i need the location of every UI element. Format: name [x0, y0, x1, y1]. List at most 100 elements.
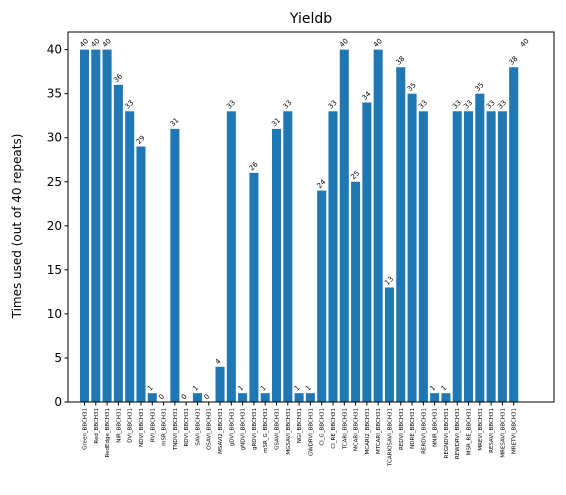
- data-label: 1: [259, 384, 268, 393]
- x-tick-label: NIR_BBCH31: [116, 408, 122, 443]
- x-tick-label: MREVI_BBCH31: [478, 408, 484, 451]
- data-label: 40: [101, 37, 113, 49]
- data-label: 33: [327, 99, 339, 111]
- bar: [328, 111, 338, 403]
- data-label: 1: [293, 384, 302, 393]
- y-tick-label: 25: [47, 175, 62, 189]
- x-tick-label: OSAVI_BBCH31: [207, 408, 213, 450]
- y-axis-label: Times used (out of 40 repeats): [10, 134, 24, 320]
- data-label: 1: [304, 384, 313, 393]
- data-label: 40: [78, 37, 90, 49]
- x-tick-label: RERDVI_BBCH31: [421, 408, 427, 454]
- bar: [283, 111, 293, 403]
- bar: [125, 111, 135, 403]
- x-tick-label: RDVI_BBCH31: [184, 408, 190, 447]
- x-tick-label: gNDVI_BBCH31: [241, 408, 247, 450]
- x-tick-label: MSAVI2_BBCH31: [218, 408, 224, 454]
- data-label: 1: [440, 384, 449, 393]
- data-label: 31: [169, 116, 181, 128]
- bar: [464, 111, 474, 403]
- data-label: 38: [507, 55, 519, 67]
- data-label: 1: [236, 384, 245, 393]
- data-label: 33: [451, 99, 463, 111]
- x-tick-label: SAVI_BBCH31: [195, 408, 201, 446]
- bar: [238, 393, 248, 402]
- bar: [351, 181, 361, 402]
- y-tick-label: 15: [47, 263, 62, 277]
- x-tick-label: CI_G_BBCH31: [320, 408, 326, 446]
- y-tick-label: 35: [47, 87, 62, 101]
- bar: [509, 67, 519, 402]
- bar: [102, 49, 112, 402]
- bar: [486, 111, 496, 403]
- y-tick-label: 40: [47, 43, 62, 57]
- bar: [452, 111, 462, 403]
- data-label: 4: [214, 357, 223, 366]
- x-tick-label: GSAVI_BBCH31: [275, 408, 281, 450]
- bar: [362, 102, 372, 402]
- y-tick-label: 20: [47, 219, 62, 233]
- x-tick-label: TNDVI_BBCH31: [173, 408, 179, 451]
- data-label: 1: [146, 384, 155, 393]
- bar: [430, 393, 440, 402]
- x-tick-label: MSR_RE_BBCH31: [467, 408, 473, 455]
- x-tick-label: MCARI_BBCH31: [354, 408, 360, 451]
- bar: [260, 393, 270, 402]
- bar: [79, 49, 90, 402]
- x-tick-label: MTCARI_BBCH31: [376, 408, 382, 454]
- data-label: 25: [349, 169, 361, 181]
- bar: [441, 393, 451, 402]
- data-label: 40: [90, 37, 102, 49]
- bar: [91, 49, 101, 402]
- x-tick-label: REWDRVI_BBCH31: [455, 408, 461, 459]
- x-tick-label: NDVI_BBCH31: [139, 408, 145, 447]
- data-label: 35: [406, 81, 418, 93]
- data-label: 38: [395, 55, 407, 67]
- bar: [215, 366, 225, 402]
- data-label: 31: [270, 116, 282, 128]
- x-tick-label: RESAVI_BBCH31: [489, 408, 495, 453]
- bar: [418, 111, 428, 403]
- x-tick-label: Green_BBCH31: [83, 408, 89, 450]
- x-tick-label: CI_RE_BBCH31: [331, 408, 337, 449]
- bar: [317, 190, 327, 402]
- data-label: 33: [496, 99, 508, 111]
- x-tick-label: mSR_G_BBCH31: [263, 408, 269, 453]
- x-tick-label: MCARI2_BBCH31: [365, 408, 371, 454]
- bar: [271, 128, 282, 402]
- y-tick-label: 0: [54, 395, 62, 409]
- x-tick-label: MRESAVI_BBCH31: [500, 408, 506, 458]
- data-label: 0: [157, 393, 166, 402]
- x-tick-label: gRDVI_BBCH31: [252, 408, 258, 450]
- x-tick-label: NDRE_BBCH31: [410, 408, 416, 449]
- bar: [475, 93, 485, 403]
- x-tick-label: MGSAVI_BBCH31: [286, 408, 292, 455]
- data-label: 33: [282, 99, 294, 111]
- y-tick-label: 5: [54, 351, 62, 365]
- bar: [497, 111, 507, 403]
- bar: [226, 111, 236, 403]
- data-label: 33: [225, 99, 237, 111]
- data-label: 0: [180, 393, 189, 402]
- data-label: 40: [519, 37, 531, 49]
- chart-title: Yieldb: [289, 11, 332, 27]
- data-label: 33: [485, 99, 497, 111]
- data-label: 13: [383, 275, 395, 287]
- bar: [249, 172, 259, 402]
- data-label: 1: [191, 384, 200, 393]
- y-tick-label: 10: [47, 307, 62, 321]
- bar: [170, 128, 180, 402]
- bar: [339, 49, 349, 402]
- x-tick-label: REGNDVI_BBCH31: [444, 408, 450, 458]
- x-tick-label: RVI_BBCH31: [150, 408, 156, 442]
- bar: [192, 393, 202, 402]
- x-tick-label: TCARI_BBCH31: [342, 408, 348, 450]
- data-label: 33: [462, 99, 474, 111]
- x-tick-label: Red_BBCH31: [94, 408, 100, 444]
- data-label: 0: [203, 393, 212, 402]
- x-tick-label: gDVI_BBCH31: [229, 408, 235, 446]
- x-tick-label: TCARIOSAVI_BBCH31: [387, 408, 393, 467]
- bar: [384, 287, 394, 402]
- x-tick-label: MRETVI_BBCH31: [512, 408, 518, 454]
